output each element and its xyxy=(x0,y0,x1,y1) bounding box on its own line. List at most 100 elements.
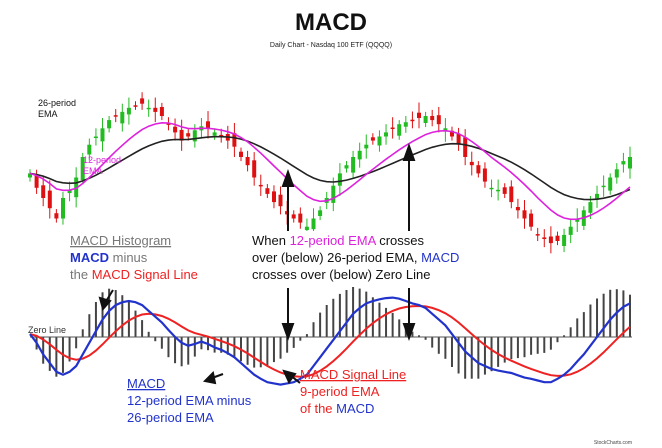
annotation-arrows xyxy=(98,143,416,385)
candle-body xyxy=(562,234,567,246)
signal-desc2-b: MACD xyxy=(336,401,374,416)
candle-body xyxy=(476,165,481,174)
histogram-line2: MACD minus xyxy=(70,250,148,265)
ema12-label-line2: EMA xyxy=(83,166,103,176)
candle-body xyxy=(272,191,276,203)
candle-body xyxy=(575,218,580,222)
histogram-minus-word: minus xyxy=(109,250,148,265)
candle-body xyxy=(337,173,342,186)
candle-body xyxy=(568,226,573,235)
candle-body xyxy=(515,207,520,211)
macd-pointer-head xyxy=(202,370,217,385)
candle-body xyxy=(370,137,375,141)
candle-body xyxy=(535,234,540,236)
candle-body xyxy=(469,161,474,166)
candle-body xyxy=(41,185,46,198)
cross-line1: When 12-period EMA crosses xyxy=(252,233,424,248)
histogram xyxy=(35,286,631,379)
candle-body xyxy=(153,107,158,112)
credit-text: StockCharts.com xyxy=(594,440,632,446)
candle-body xyxy=(80,157,85,180)
cross-line2: over (below) 26-period EMA, MACD xyxy=(252,250,459,265)
candle-body xyxy=(456,134,461,145)
candle-body xyxy=(351,157,356,173)
candle-body xyxy=(173,126,178,133)
candle-body xyxy=(186,133,191,137)
arrowhead-down-right xyxy=(402,323,416,341)
candle-body xyxy=(265,188,270,194)
candle-body xyxy=(463,137,468,157)
macd-annotation-desc2: 26-period EMA xyxy=(127,410,214,425)
cross-line1-a: When xyxy=(252,233,290,248)
candle-body xyxy=(212,132,217,136)
candle-body xyxy=(588,202,593,213)
candle-body xyxy=(397,124,402,136)
candle-body xyxy=(239,151,243,157)
histogram-signal-word: MACD Signal Line xyxy=(92,267,198,282)
candle-body xyxy=(298,213,303,223)
candle-body xyxy=(410,119,415,122)
candle-body xyxy=(113,115,118,117)
candle-body xyxy=(436,115,441,125)
candle-body xyxy=(450,130,454,137)
signal-desc2-a: of the xyxy=(300,401,336,416)
candle-body xyxy=(100,128,105,142)
ema12-label-line1: 12-period xyxy=(83,155,121,165)
ema26-label-line2: EMA xyxy=(38,109,58,119)
price-panel: 26-period EMA 12-period EMA xyxy=(28,92,632,254)
macd-annotation-title: MACD xyxy=(127,376,165,391)
candle-body xyxy=(126,107,131,115)
signal-line xyxy=(29,304,631,378)
signal-pointer-head xyxy=(282,369,297,384)
arrowhead-down-left xyxy=(281,323,295,341)
macd-line xyxy=(29,296,631,386)
candle-body xyxy=(245,157,250,166)
candle-body xyxy=(166,123,171,125)
cross-line3: crosses over (below) Zero Line xyxy=(252,267,430,282)
candle-body xyxy=(192,130,197,142)
candle-body xyxy=(364,144,369,149)
candle-body xyxy=(54,213,59,219)
candle-body xyxy=(219,134,224,137)
candle-body xyxy=(403,122,408,127)
chart-title: MACD xyxy=(295,9,367,36)
candles xyxy=(28,92,632,254)
candle-body xyxy=(61,198,65,219)
histogram-the-word: the xyxy=(70,267,92,282)
arrowhead-up-left xyxy=(281,169,295,187)
histogram-pointer-head xyxy=(98,296,112,312)
candle-body xyxy=(621,161,626,165)
candle-body xyxy=(542,237,547,239)
candle-body xyxy=(67,189,72,194)
candle-body xyxy=(28,173,32,178)
candle-body xyxy=(87,144,92,155)
candle-body xyxy=(608,177,613,191)
candle-body xyxy=(93,136,98,138)
histogram-line3: the MACD Signal Line xyxy=(70,267,198,282)
candle-body xyxy=(614,169,619,178)
candle-body xyxy=(304,226,309,230)
histogram-title: MACD Histogram xyxy=(70,233,171,248)
candle-body xyxy=(206,121,210,129)
candle-body xyxy=(601,185,606,188)
candle-body xyxy=(555,235,560,241)
candle-body xyxy=(357,150,362,160)
candle-body xyxy=(430,116,435,121)
candle-body xyxy=(232,133,237,147)
arrowhead-up-right xyxy=(402,143,416,161)
cross-annotation-bg xyxy=(246,231,470,287)
candle-body xyxy=(278,194,283,207)
ema12-line xyxy=(29,121,631,221)
signal-annotation-desc1: 9-period EMA xyxy=(300,384,380,399)
candle-body xyxy=(107,120,112,129)
candle-body xyxy=(311,218,316,230)
ema26-label-line1: 26-period xyxy=(38,98,76,108)
histogram-macd-word: MACD xyxy=(70,250,109,265)
candle-body xyxy=(377,136,382,146)
cross-line1-c: crosses xyxy=(376,233,425,248)
ema26-line xyxy=(29,135,631,201)
candle-body xyxy=(502,187,507,194)
candle-body xyxy=(133,105,138,107)
candle-body xyxy=(482,168,487,182)
